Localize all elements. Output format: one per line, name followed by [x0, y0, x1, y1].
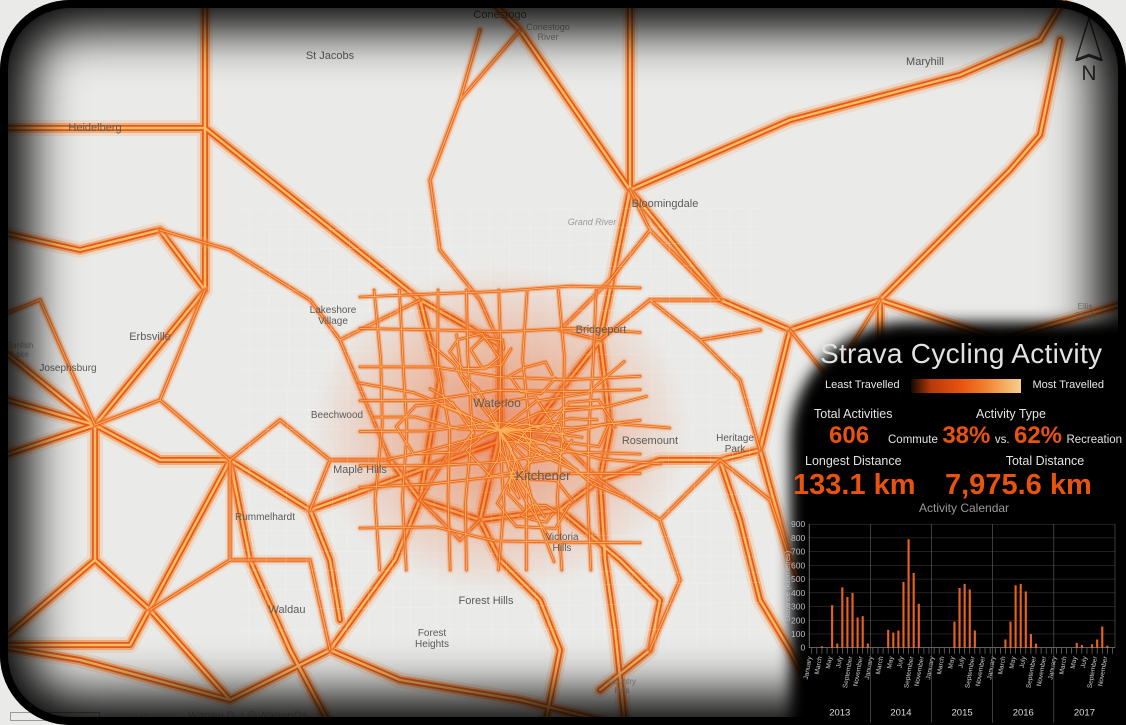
svg-text:400: 400	[791, 588, 805, 598]
svg-text:700: 700	[791, 547, 805, 557]
svg-text:Rummelhardt: Rummelhardt	[235, 512, 295, 523]
svg-text:Heights: Heights	[415, 639, 449, 650]
svg-text:November: November	[1036, 655, 1048, 687]
svg-text:Forest Hills: Forest Hills	[458, 595, 514, 607]
svg-text:January: January	[864, 655, 875, 680]
svg-text:300: 300	[791, 602, 805, 612]
svg-text:July: July	[897, 655, 906, 668]
svg-text:Rosemount: Rosemount	[622, 435, 678, 447]
svg-text:November: November	[1097, 655, 1109, 687]
svg-text:Forest: Forest	[418, 628, 447, 639]
svg-text:Creek: Creek	[1074, 311, 1096, 320]
svg-text:March: March	[814, 656, 824, 676]
svg-text:Conestogo: Conestogo	[473, 9, 526, 21]
svg-text:Lake: Lake	[11, 350, 29, 359]
svg-text:Lakeshore: Lakeshore	[310, 305, 357, 316]
svg-text:January: January	[925, 655, 936, 680]
svg-text:May: May	[886, 655, 895, 669]
svg-text:May: May	[825, 655, 834, 669]
svg-text:Heidelberg: Heidelberg	[68, 122, 121, 134]
svg-text:Hills: Hills	[553, 543, 572, 554]
svg-text:200: 200	[791, 615, 805, 625]
svg-text:May: May	[1070, 655, 1079, 669]
svg-text:2017: 2017	[1074, 708, 1095, 719]
svg-text:900: 900	[791, 519, 805, 529]
svg-text:July: July	[1080, 655, 1089, 668]
svg-text:0: 0	[800, 643, 805, 653]
svg-text:Josephsburg: Josephsburg	[39, 363, 96, 374]
svg-text:July: July	[1019, 655, 1028, 668]
svg-text:Distance (kilometres): Distance (kilometres)	[783, 550, 792, 621]
svg-text:Kitchener: Kitchener	[516, 468, 572, 483]
svg-text:Maple Hills: Maple Hills	[333, 464, 387, 476]
svg-text:Grand River: Grand River	[568, 217, 618, 227]
svg-text:Maryhill: Maryhill	[906, 56, 944, 68]
svg-text:600: 600	[791, 560, 805, 570]
svg-text:Victoria: Victoria	[545, 532, 579, 543]
svg-text:March: March	[1058, 656, 1068, 676]
svg-text:100: 100	[791, 629, 805, 639]
svg-text:2014: 2014	[890, 708, 911, 719]
svg-text:March: March	[875, 656, 885, 676]
svg-text:Waldau: Waldau	[269, 604, 306, 616]
svg-text:800: 800	[791, 533, 805, 543]
svg-text:November: November	[914, 655, 926, 687]
svg-text:January: January	[1047, 655, 1058, 680]
svg-text:Beechwood: Beechwood	[311, 410, 363, 421]
svg-text:St Jacobs: St Jacobs	[306, 50, 355, 62]
svg-text:2015: 2015	[952, 708, 973, 719]
svg-text:Park: Park	[725, 444, 747, 455]
svg-text:July: July	[835, 655, 844, 668]
svg-text:2013: 2013	[829, 708, 850, 719]
svg-text:2016: 2016	[1013, 708, 1034, 719]
svg-text:Ellis: Ellis	[1078, 302, 1093, 311]
svg-text:Village: Village	[318, 316, 348, 327]
svg-text:November: November	[853, 655, 865, 687]
svg-text:Waterloo: Waterloo	[473, 396, 521, 410]
svg-text:November: November	[975, 655, 987, 687]
svg-text:Country: Country	[608, 677, 636, 686]
svg-text:May: May	[947, 655, 956, 669]
svg-text:Bloomingdale: Bloomingdale	[632, 198, 699, 210]
svg-text:March: March	[936, 656, 946, 676]
svg-text:January: January	[986, 655, 997, 680]
svg-text:Bridgeport: Bridgeport	[576, 324, 627, 336]
svg-text:July: July	[958, 655, 967, 668]
svg-text:500: 500	[791, 574, 805, 584]
svg-text:Heritage: Heritage	[716, 433, 754, 444]
svg-text:January: January	[803, 655, 814, 680]
svg-text:Conestogo: Conestogo	[526, 22, 570, 32]
svg-text:March: March	[997, 656, 1007, 676]
svg-text:River: River	[537, 32, 558, 42]
svg-text:Sunfish: Sunfish	[7, 341, 34, 350]
svg-text:Hills: Hills	[614, 686, 629, 695]
svg-text:Erbsville: Erbsville	[129, 331, 171, 343]
svg-text:May: May	[1009, 655, 1018, 669]
